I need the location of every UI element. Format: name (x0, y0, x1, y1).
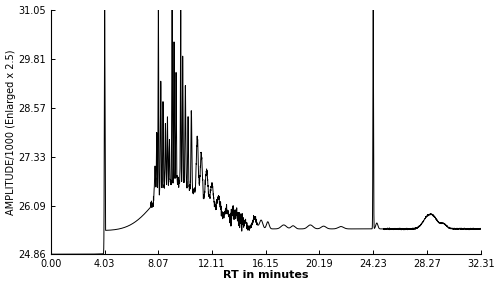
Y-axis label: AMPLITUDE/1000 (Enlarged x 2.5): AMPLITUDE/1000 (Enlarged x 2.5) (6, 49, 16, 214)
X-axis label: RT in minutes: RT in minutes (223, 271, 308, 281)
